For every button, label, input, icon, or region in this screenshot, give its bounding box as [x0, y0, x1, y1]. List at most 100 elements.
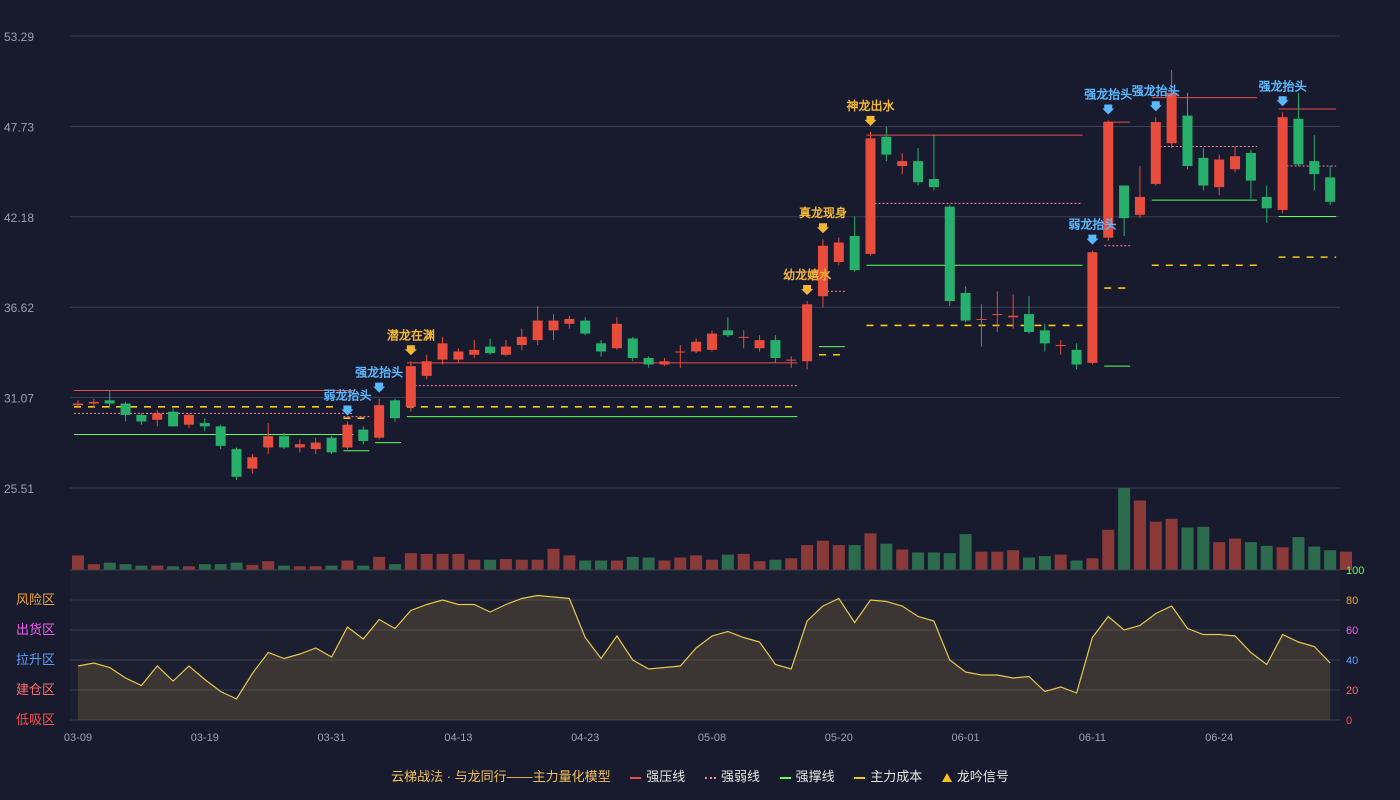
price-axis-label: 53.29	[4, 30, 34, 44]
price-axis-label: 36.62	[4, 301, 34, 315]
volume-bar	[499, 559, 512, 570]
candle-body	[516, 336, 527, 345]
volume-bar	[1054, 554, 1067, 570]
candle-body	[500, 346, 511, 355]
volume-bar	[420, 553, 433, 570]
candle-body	[659, 361, 670, 365]
candle-body	[802, 304, 813, 362]
volume-bar	[1260, 545, 1273, 570]
oscillator-axis-label: 80	[1346, 595, 1358, 607]
volume-bar	[816, 540, 829, 570]
date-axis-label: 04-23	[571, 732, 599, 744]
volume-bar	[72, 555, 84, 570]
volume-bar	[785, 558, 798, 570]
volume-bar	[1181, 527, 1194, 570]
candle-body	[786, 359, 797, 361]
oscillator-axis-label: 0	[1346, 715, 1352, 727]
candle-body	[294, 444, 305, 448]
candle-body	[1087, 252, 1098, 363]
candle-body	[1309, 161, 1320, 175]
volume-bar	[801, 545, 814, 570]
candle-body	[976, 318, 987, 320]
volume-bar	[87, 564, 100, 570]
oscillator-axis-label: 60	[1346, 625, 1358, 637]
volume-bar	[595, 560, 608, 570]
date-axis-label: 06-01	[952, 732, 980, 744]
candle-body	[865, 138, 876, 254]
price-axis-label: 25.51	[4, 482, 34, 496]
candle-body	[168, 411, 179, 427]
candle-body	[1214, 159, 1225, 188]
volume-bar	[864, 533, 877, 570]
date-axis-label: 04-13	[444, 732, 472, 744]
volume-bar	[1197, 526, 1210, 570]
legend-item-main-cost[interactable]: 主力成本	[854, 766, 922, 785]
candle-body	[1198, 157, 1209, 186]
candle-body	[960, 292, 971, 321]
signal-label: 真龙现身	[799, 205, 847, 220]
date-axis-label: 05-08	[698, 732, 726, 744]
candle-body	[421, 361, 432, 376]
candle-body	[1055, 344, 1066, 346]
candle-body	[88, 401, 99, 404]
candle-body	[913, 161, 924, 183]
volume-bar	[151, 565, 164, 570]
legend-item-strength-line[interactable]: 强弱线	[704, 766, 760, 785]
volume-bar	[721, 554, 734, 570]
volume-bar	[1308, 546, 1321, 570]
volume-bar	[1086, 558, 1099, 570]
volume-bar	[182, 566, 195, 570]
legend-label: 强撑线	[795, 769, 835, 784]
candle-body	[405, 366, 416, 407]
volume-bar	[912, 552, 925, 570]
volume-bar	[991, 551, 1004, 570]
candle-body	[469, 349, 480, 355]
volume-bar	[341, 560, 354, 570]
triangle-icon	[941, 773, 952, 783]
volume-bar	[293, 566, 306, 570]
legend-label: 强弱线	[720, 769, 760, 784]
candle-body	[738, 336, 749, 338]
volume-bar	[547, 548, 560, 570]
candle-body	[1103, 122, 1114, 238]
volume-bar	[848, 545, 861, 570]
oscillator-zone-label: 建仓区	[16, 682, 55, 697]
candle-body	[770, 340, 781, 358]
signal-label: 幼龙嬉水	[783, 267, 832, 282]
candle-body	[104, 400, 115, 404]
signal-arrow-icon	[1086, 234, 1099, 245]
candle-body	[611, 323, 622, 349]
candle-body	[627, 338, 638, 358]
volume-bar	[1038, 556, 1051, 570]
legend-item-dragon-signal[interactable]: 龙吟信号	[941, 766, 1009, 785]
volume-bar	[753, 561, 766, 570]
candle-body	[817, 245, 828, 297]
candle-body	[374, 405, 385, 438]
volume-bar	[1276, 547, 1289, 570]
volume-bar	[214, 564, 227, 570]
candle-body	[390, 400, 400, 419]
volume-bar	[484, 559, 497, 570]
candle-body	[849, 235, 860, 271]
oscillator-zone-label: 低吸区	[16, 712, 55, 727]
oscillator-axis-label: 20	[1346, 685, 1358, 697]
candle-body	[1293, 118, 1304, 165]
candle-body	[183, 414, 194, 425]
date-axis-label: 03-09	[64, 732, 92, 744]
candle-body	[1325, 177, 1336, 202]
candle-body	[342, 424, 353, 448]
signal-arrow-icon	[864, 115, 877, 126]
volume-bar	[1340, 551, 1352, 570]
legend-item-strong-support[interactable]: 强撑线	[779, 766, 835, 785]
legend-label: 龙吟信号	[956, 769, 1009, 784]
legend-item-strong-pressure[interactable]: 强压线	[630, 766, 685, 785]
oscillator-line	[77, 594, 1331, 700]
candle-body	[485, 346, 496, 354]
volume-bar	[975, 551, 988, 570]
volume-bar	[246, 564, 259, 570]
signal-arrow-icon	[816, 223, 829, 234]
volume-bar	[626, 556, 639, 570]
candle-body	[643, 357, 654, 365]
candle-body	[548, 320, 559, 331]
volume-bar	[436, 553, 449, 570]
